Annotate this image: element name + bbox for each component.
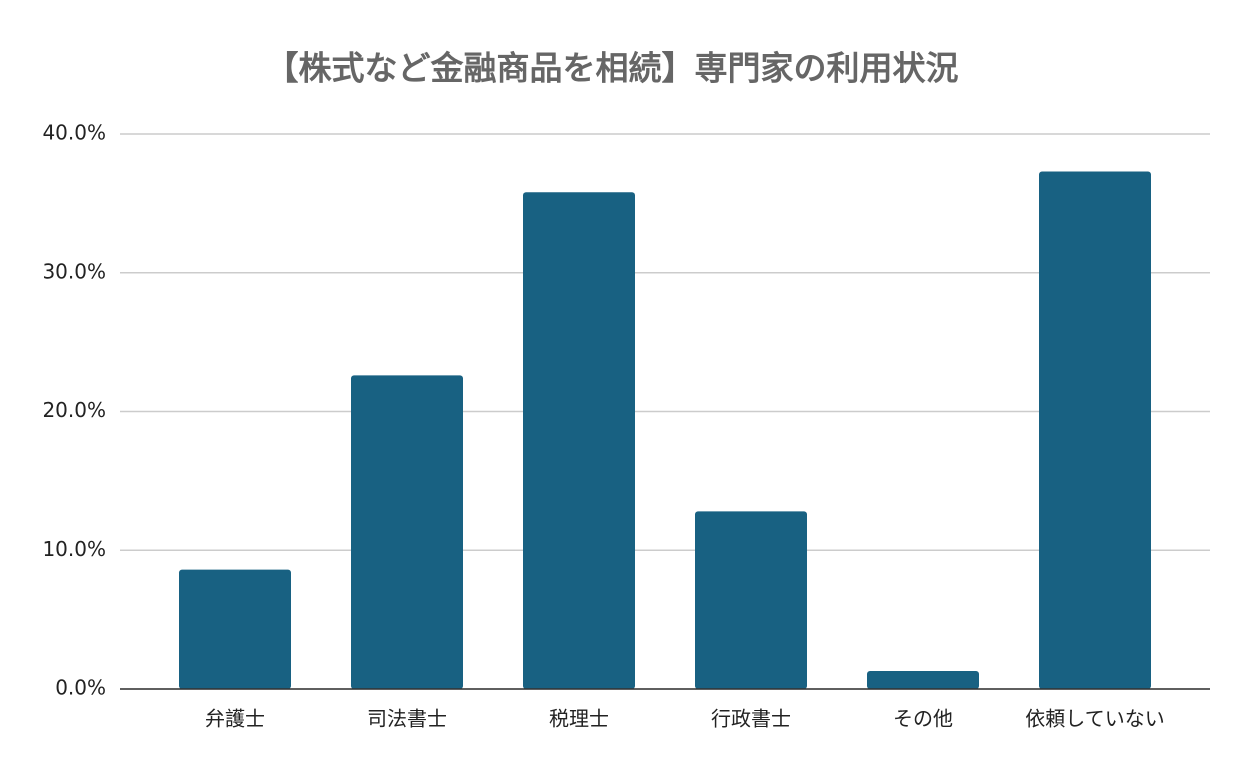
y-tick-label: 10.0% — [42, 537, 106, 561]
x-tick-label: その他 — [893, 707, 953, 731]
y-tick-label: 40.0% — [42, 121, 106, 145]
bar — [351, 375, 463, 689]
x-tick-label: 弁護士 — [205, 707, 265, 731]
x-tick-label: 依頼していない — [1025, 707, 1164, 731]
bar — [695, 511, 807, 689]
x-tick-label: 税理士 — [549, 707, 609, 731]
bar — [523, 192, 635, 689]
y-tick-label: 30.0% — [42, 259, 106, 283]
x-tick-label: 行政書士 — [711, 707, 791, 731]
bar — [179, 569, 291, 689]
chart-title: 【株式など金融商品を相続】専門家の利用状況 — [266, 49, 959, 88]
x-tick-label: 司法書士 — [367, 707, 447, 731]
bar — [867, 670, 979, 689]
bar — [1039, 171, 1151, 689]
y-tick-label: 0.0% — [55, 676, 106, 700]
y-tick-label: 20.0% — [42, 398, 106, 422]
